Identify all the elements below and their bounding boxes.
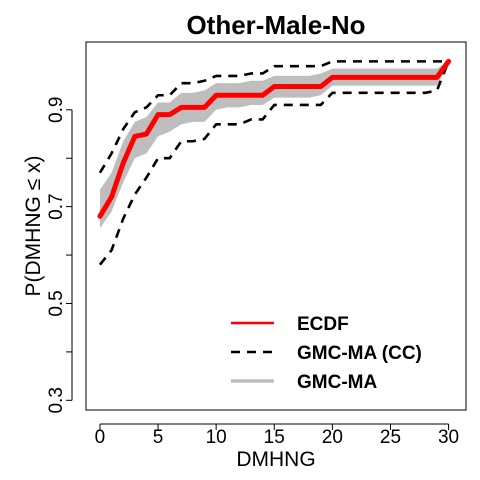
x-axis-label: DMHNG (236, 448, 315, 471)
y-tick-label: 0.9 (46, 97, 67, 123)
y-tick-label: 0.3 (46, 387, 67, 413)
chart-title: Other-Male-No (186, 10, 365, 40)
ecdf-line (97, 58, 452, 219)
y-tick-label: 0.7 (46, 193, 67, 219)
legend-label: GMC-MA (297, 372, 377, 393)
x-tick-label: 15 (264, 427, 285, 448)
ecdf-layer (97, 58, 452, 219)
x-tick-label: 0 (95, 427, 106, 448)
y-axis: 0.3 0.5 0.7 0.9 (46, 97, 73, 414)
gmc-ma-cc-layer (98, 60, 450, 266)
legend: ECDF GMC-MA (CC) GMC-MA (231, 314, 422, 393)
x-tick-label: 20 (322, 427, 343, 448)
y-tick-label: 0.5 (46, 290, 67, 316)
gmc-ma-cc-upper-line (98, 60, 449, 174)
gmc-ma-band (99, 61, 449, 229)
x-tick-label: 25 (380, 427, 401, 448)
legend-label: GMC-MA (CC) (297, 343, 422, 364)
plot-frame (85, 41, 467, 411)
x-axis: 0 5 10 15 20 25 30 (95, 423, 459, 448)
x-tick-label: 30 (438, 427, 459, 448)
y-axis-label: P(DMHNG ≤ x) (22, 155, 45, 296)
x-tick-label: 5 (153, 427, 164, 448)
x-tick-label: 10 (206, 427, 227, 448)
gmc-ma-cc-lower-line (98, 60, 450, 266)
legend-label: ECDF (297, 314, 349, 335)
gmc-ma-band-layer (99, 61, 449, 229)
